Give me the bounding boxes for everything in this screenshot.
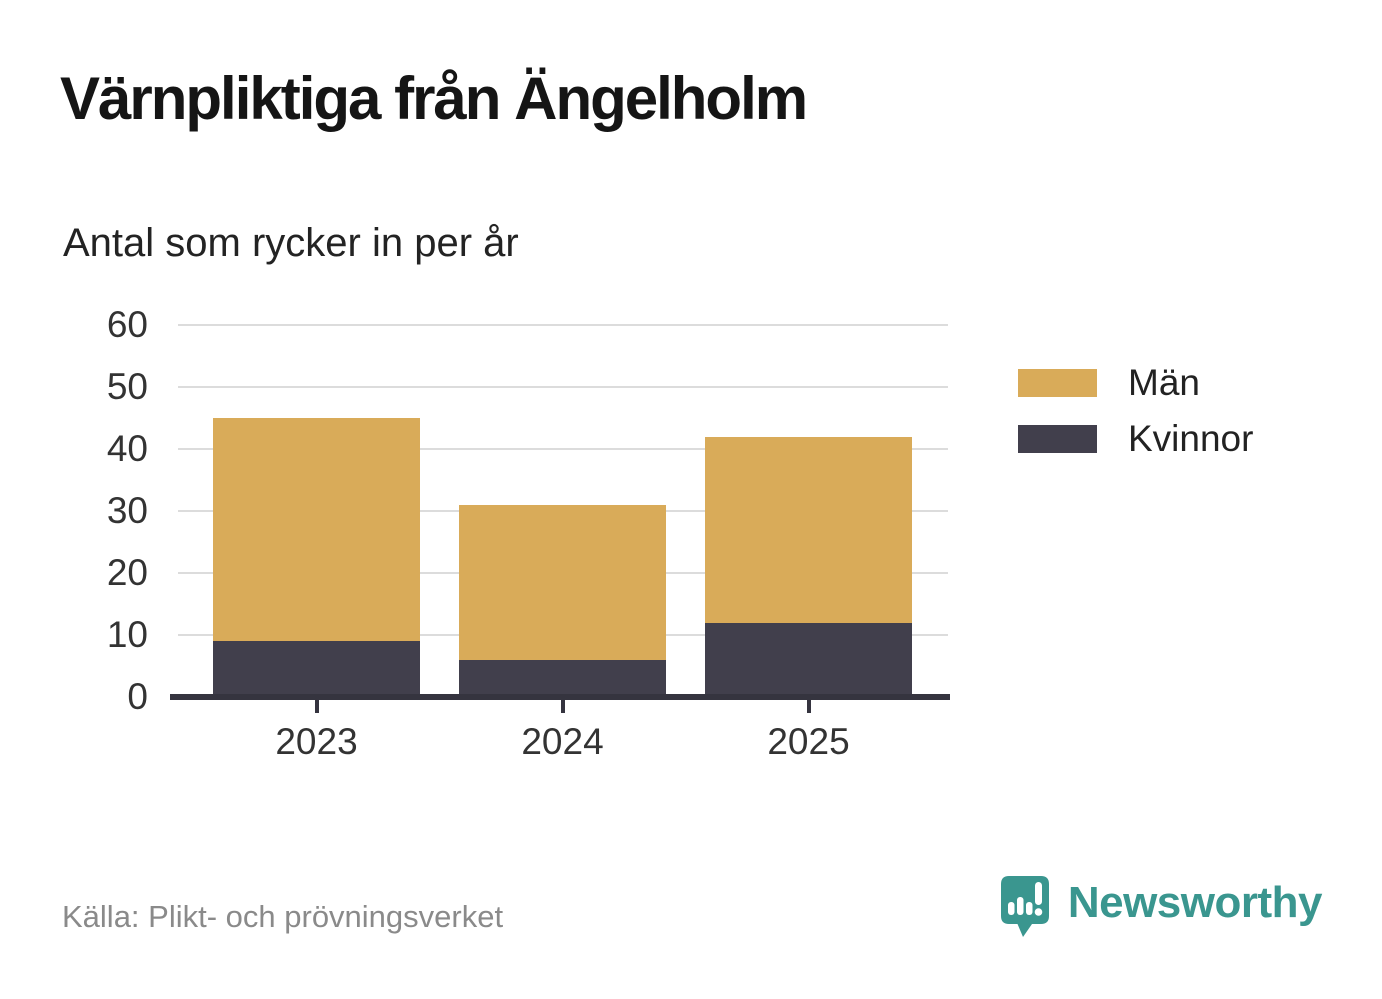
newsworthy-logo: Newsworthy — [999, 874, 1323, 938]
bar-2023-kvinnor-segment — [213, 641, 420, 697]
bar-2024-män-segment — [459, 504, 666, 660]
y-axis-label-0: 0 — [127, 676, 148, 717]
x-axis-label-2024: 2024 — [521, 721, 604, 762]
newsworthy-wordmark: Newsworthy — [1067, 878, 1323, 927]
x-axis-line — [170, 694, 950, 700]
x-axis-tick-2024 — [560, 700, 565, 713]
x-axis-tick-2025 — [806, 700, 811, 713]
bar-2023 — [213, 418, 420, 697]
legend-swatch-män — [1018, 368, 1097, 397]
legend-item-kvinnor: Kvinnor — [1018, 418, 1253, 459]
x-axis-label-2025: 2025 — [767, 721, 850, 762]
chart-subtitle: Antal som rycker in per år — [63, 221, 519, 265]
x-axis-tick-2023 — [314, 700, 319, 713]
gridline-60 — [178, 324, 948, 326]
bar-2023-män-segment — [213, 418, 420, 642]
legend-label-män: Män — [1128, 362, 1200, 403]
bar-2024 — [459, 504, 666, 697]
x-axis-label-2023: 2023 — [275, 721, 358, 762]
y-axis-label-10: 10 — [106, 614, 148, 655]
bar-2025 — [705, 436, 912, 697]
y-axis-label-20: 20 — [106, 552, 148, 593]
bar-2025-kvinnor-segment — [705, 622, 912, 697]
gridline-50 — [178, 386, 948, 388]
y-axis-label-60: 60 — [106, 304, 148, 345]
legend-label-kvinnor: Kvinnor — [1128, 418, 1254, 459]
y-axis-label-50: 50 — [106, 366, 148, 407]
chart-legend: Män Kvinnor — [1018, 362, 1253, 474]
gridline-40 — [178, 448, 948, 450]
legend-item-män: Män — [1018, 362, 1253, 403]
chart-title: Värnpliktiga från Ängelholm — [60, 65, 808, 132]
y-axis-label-30: 30 — [106, 490, 148, 531]
plot-area — [178, 324, 948, 697]
bar-2025-män-segment — [705, 436, 912, 623]
bar-2024-kvinnor-segment — [459, 659, 666, 697]
speech-bubble-bar-chart-icon — [1000, 876, 1049, 937]
y-axis-label-40: 40 — [106, 428, 148, 469]
legend-swatch-kvinnor — [1018, 424, 1097, 453]
source-note: Källa: Plikt- och prövningsverket — [62, 899, 504, 934]
